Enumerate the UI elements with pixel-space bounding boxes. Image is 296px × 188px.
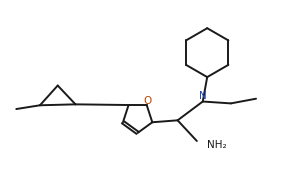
Text: NH₂: NH₂ <box>207 140 227 150</box>
Text: N: N <box>199 91 207 101</box>
Text: O: O <box>144 96 152 106</box>
